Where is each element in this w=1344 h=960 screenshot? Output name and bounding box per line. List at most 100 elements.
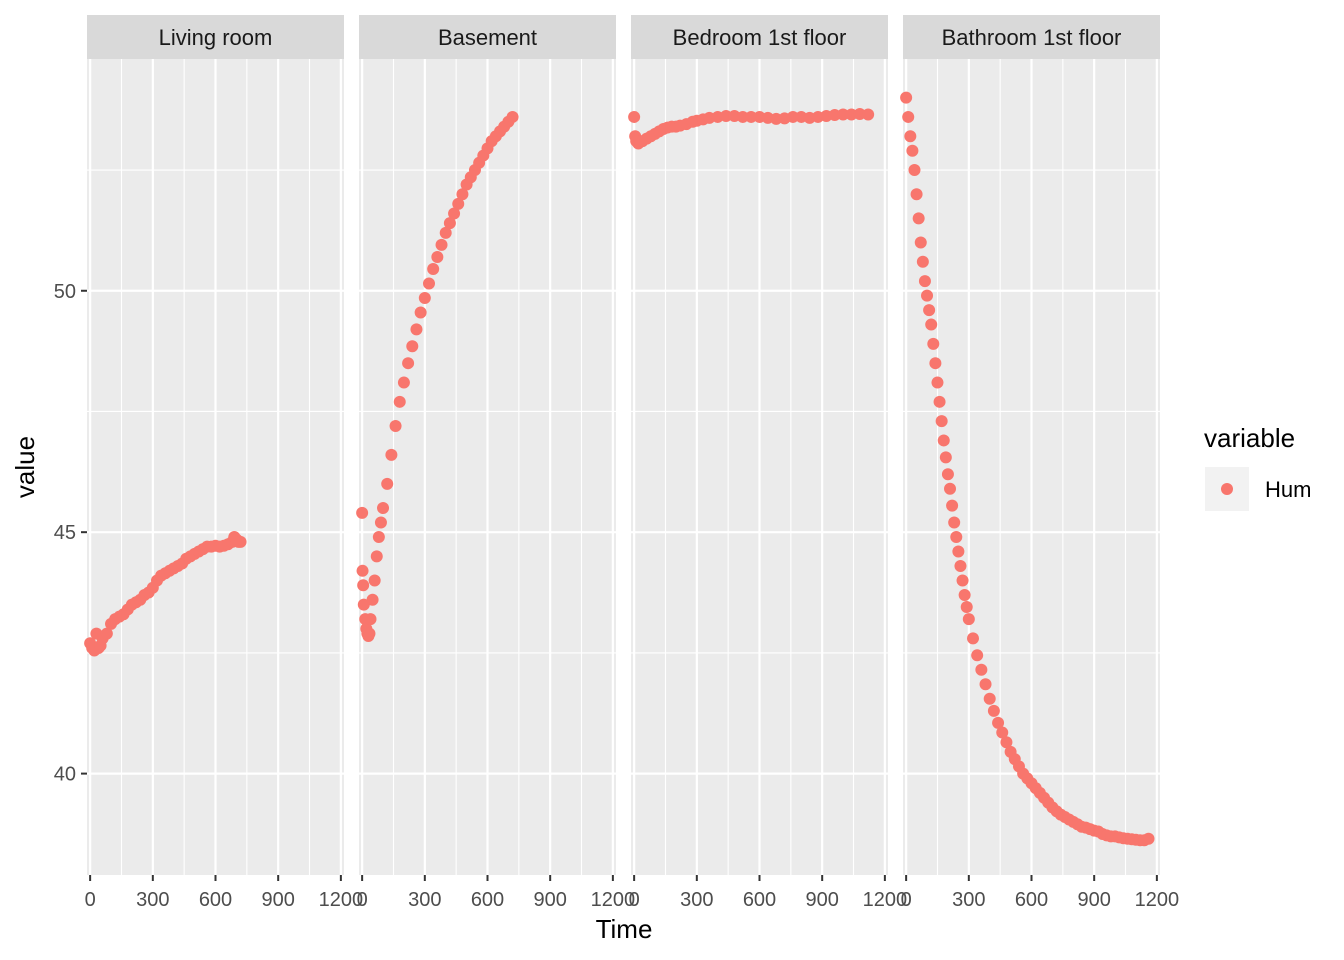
data-point <box>393 395 406 408</box>
data-point <box>904 130 917 143</box>
data-point <box>356 564 369 577</box>
x-tick-label: 1200 <box>863 889 908 911</box>
data-point <box>862 108 875 121</box>
data-point <box>958 588 971 601</box>
data-point <box>939 451 952 464</box>
data-point <box>381 477 394 490</box>
data-point <box>900 91 913 104</box>
data-point <box>435 238 448 251</box>
data-point <box>950 531 963 544</box>
strip-label-living-room: Living room <box>159 25 273 50</box>
strip-living-room <box>87 15 344 59</box>
x-tick-label: 1200 <box>319 889 364 911</box>
data-point <box>372 531 385 544</box>
panel-living-room: Living room <box>84 15 344 875</box>
x-tick-label: 600 <box>743 889 776 911</box>
data-point <box>385 448 398 461</box>
data-point <box>960 601 973 614</box>
data-point <box>837 108 850 121</box>
data-point <box>377 502 390 515</box>
data-point <box>902 110 915 123</box>
data-point <box>786 110 799 123</box>
x-tick-label: 1200 <box>1135 889 1180 911</box>
panels-layer: Living room Basement Bedroom 1st floor Bath… <box>84 15 1160 875</box>
data-point <box>364 613 377 626</box>
data-point <box>736 110 749 123</box>
data-point <box>414 306 427 319</box>
data-point <box>910 188 923 201</box>
data-point <box>914 236 927 249</box>
data-point <box>402 357 415 370</box>
series-hum-bathroom-1st-floor <box>900 91 1155 847</box>
data-point <box>962 613 975 626</box>
data-point <box>933 395 946 408</box>
x-tick-label: 300 <box>952 889 985 911</box>
data-point <box>452 197 465 210</box>
x-tick-label: 300 <box>408 889 441 911</box>
legend: variable Hum <box>1204 423 1311 511</box>
data-point <box>956 574 969 587</box>
strip-label-bathroom-1st-floor: Bathroom 1st floor <box>942 25 1122 50</box>
strip-label-basement: Basement <box>438 25 537 50</box>
data-point <box>929 357 942 370</box>
data-point <box>418 292 431 305</box>
strip-label-bedroom-1st-floor: Bedroom 1st floor <box>673 25 847 50</box>
data-point <box>918 275 931 288</box>
data-point <box>916 255 929 268</box>
data-point <box>1142 832 1155 845</box>
data-point <box>937 434 950 447</box>
data-point <box>983 692 996 705</box>
data-point <box>456 188 469 201</box>
data-point <box>906 144 919 157</box>
data-point <box>996 726 1009 739</box>
x-tick-label: 1200 <box>591 889 636 911</box>
data-point <box>439 226 452 239</box>
data-point <box>374 516 387 529</box>
data-point <box>954 559 967 572</box>
panel-bathroom-1st-floor: Bathroom 1st floor <box>900 15 1160 875</box>
y-tick-label: 40 <box>54 764 76 786</box>
data-point <box>389 419 402 432</box>
data-point <box>966 632 979 645</box>
x-tick-label: 0 <box>629 889 640 911</box>
data-point <box>357 579 370 592</box>
series-hum-bedroom-1st-floor <box>628 108 875 150</box>
panel-bedroom-1st-floor: Bedroom 1st floor <box>628 15 888 875</box>
panel-basement: Basement <box>356 15 616 875</box>
data-point <box>234 535 247 548</box>
data-point <box>427 263 440 276</box>
data-point <box>356 506 369 519</box>
strip-bedroom-1st-floor <box>631 15 888 59</box>
data-point <box>357 598 370 611</box>
data-point <box>931 376 944 389</box>
x-tick-label: 600 <box>471 889 504 911</box>
x-tick-label: 0 <box>85 889 96 911</box>
data-point <box>745 110 758 123</box>
data-point <box>941 468 954 481</box>
data-point <box>952 545 965 558</box>
data-point <box>506 110 519 123</box>
data-point <box>948 516 961 529</box>
data-point <box>720 109 733 122</box>
y-axis: 40 45 50 <box>54 281 87 786</box>
data-point <box>448 207 461 220</box>
data-point <box>410 323 423 336</box>
data-point <box>431 250 444 263</box>
x-tick-label: 0 <box>357 889 368 911</box>
y-tick-label: 45 <box>54 522 76 544</box>
x-tick-label: 900 <box>261 889 294 911</box>
y-tick-label: 50 <box>54 281 76 303</box>
legend-label-hum: Hum <box>1265 477 1311 502</box>
data-point <box>100 627 113 640</box>
x-tick-label: 900 <box>533 889 566 911</box>
x-tick-label: 300 <box>136 889 169 911</box>
data-point <box>908 164 921 177</box>
data-point <box>987 704 1000 717</box>
y-axis-title: value <box>10 436 40 498</box>
data-point <box>363 627 376 640</box>
legend-key-point <box>1221 483 1233 495</box>
data-point <box>628 110 641 123</box>
legend-title: variable <box>1204 423 1295 453</box>
data-point <box>422 277 435 290</box>
